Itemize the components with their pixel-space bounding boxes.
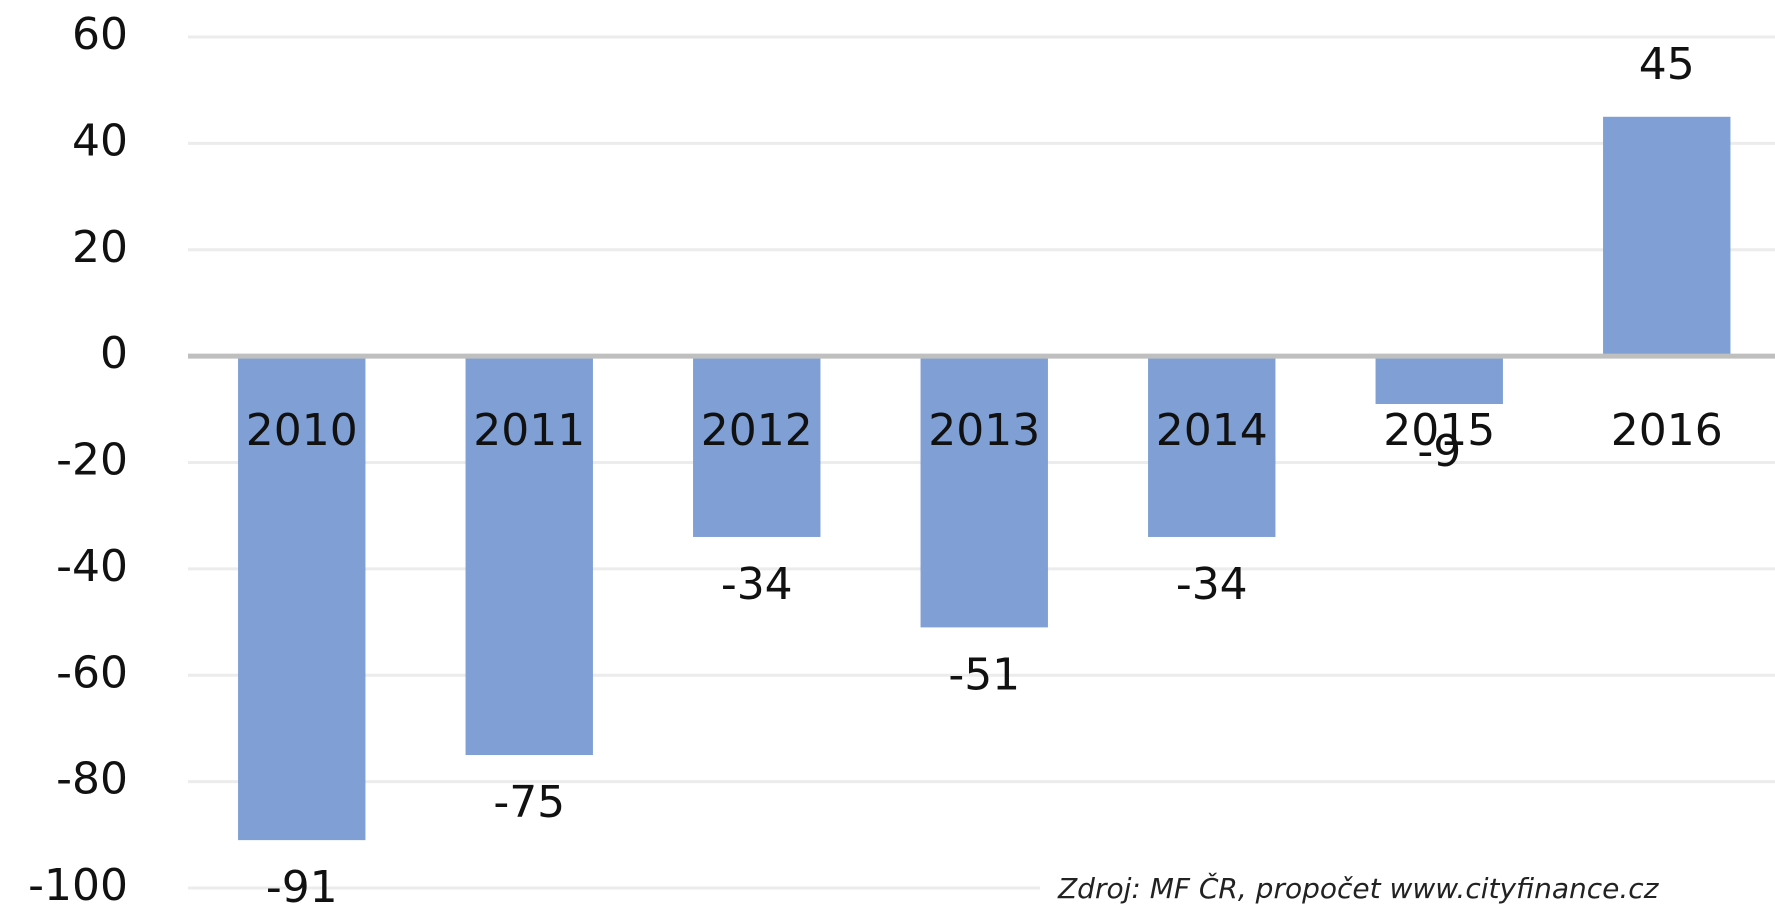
y-tick-label: -20 bbox=[56, 435, 128, 486]
y-tick-label: -80 bbox=[56, 754, 128, 805]
value-label: -75 bbox=[493, 777, 565, 828]
bar bbox=[1375, 356, 1503, 404]
y-tick-label: -60 bbox=[56, 647, 128, 698]
value-label: 45 bbox=[1639, 39, 1695, 90]
x-tick-label: 2013 bbox=[928, 405, 1040, 456]
bar bbox=[238, 356, 366, 841]
x-tick-label: 2014 bbox=[1156, 405, 1268, 456]
bar bbox=[465, 356, 593, 756]
x-tick-label: 2012 bbox=[701, 405, 813, 456]
note-background bbox=[1040, 860, 1775, 920]
bar bbox=[1148, 356, 1276, 537]
bar bbox=[693, 356, 821, 537]
y-tick-label: 40 bbox=[72, 115, 128, 166]
x-tick-label: 2011 bbox=[473, 405, 585, 456]
value-label: -91 bbox=[266, 862, 338, 913]
bar bbox=[920, 356, 1048, 628]
y-tick-label: 60 bbox=[72, 9, 128, 60]
y-tick-label: -100 bbox=[28, 860, 128, 911]
x-tick-label: 2010 bbox=[246, 405, 358, 456]
source-note: Zdroj: MF ČR, propočet www.cityfinance.c… bbox=[1057, 871, 1660, 905]
x-tick-label: 2015 bbox=[1383, 405, 1495, 456]
value-label: -51 bbox=[948, 649, 1020, 700]
y-tick-label: -40 bbox=[56, 541, 128, 592]
y-tick-label: 20 bbox=[72, 222, 128, 273]
value-label: -34 bbox=[721, 559, 793, 610]
bar bbox=[1603, 116, 1731, 357]
value-label: -34 bbox=[1176, 559, 1248, 610]
y-tick-label: 0 bbox=[100, 328, 128, 379]
value-label: -9 bbox=[1417, 426, 1461, 477]
x-tick-label: 2016 bbox=[1611, 405, 1723, 456]
